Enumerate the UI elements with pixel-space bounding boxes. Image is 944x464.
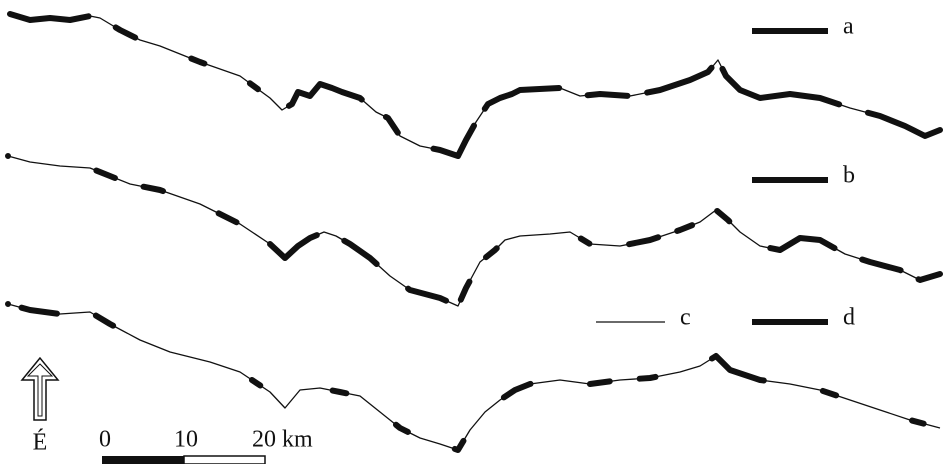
north-label: É xyxy=(33,430,48,456)
legend-label: a xyxy=(843,14,854,40)
scale-label: 10 xyxy=(174,427,198,453)
legend-label: b xyxy=(843,163,855,189)
scale-bar xyxy=(102,455,266,464)
legend-label: d xyxy=(843,305,855,331)
north-arrow xyxy=(20,356,60,421)
scale-label: 0 xyxy=(99,427,111,453)
river-d xyxy=(5,301,943,453)
scale-label: 20 km xyxy=(252,427,313,453)
legend-label: c xyxy=(680,305,691,331)
river-b xyxy=(5,153,943,309)
river-a xyxy=(7,11,943,159)
